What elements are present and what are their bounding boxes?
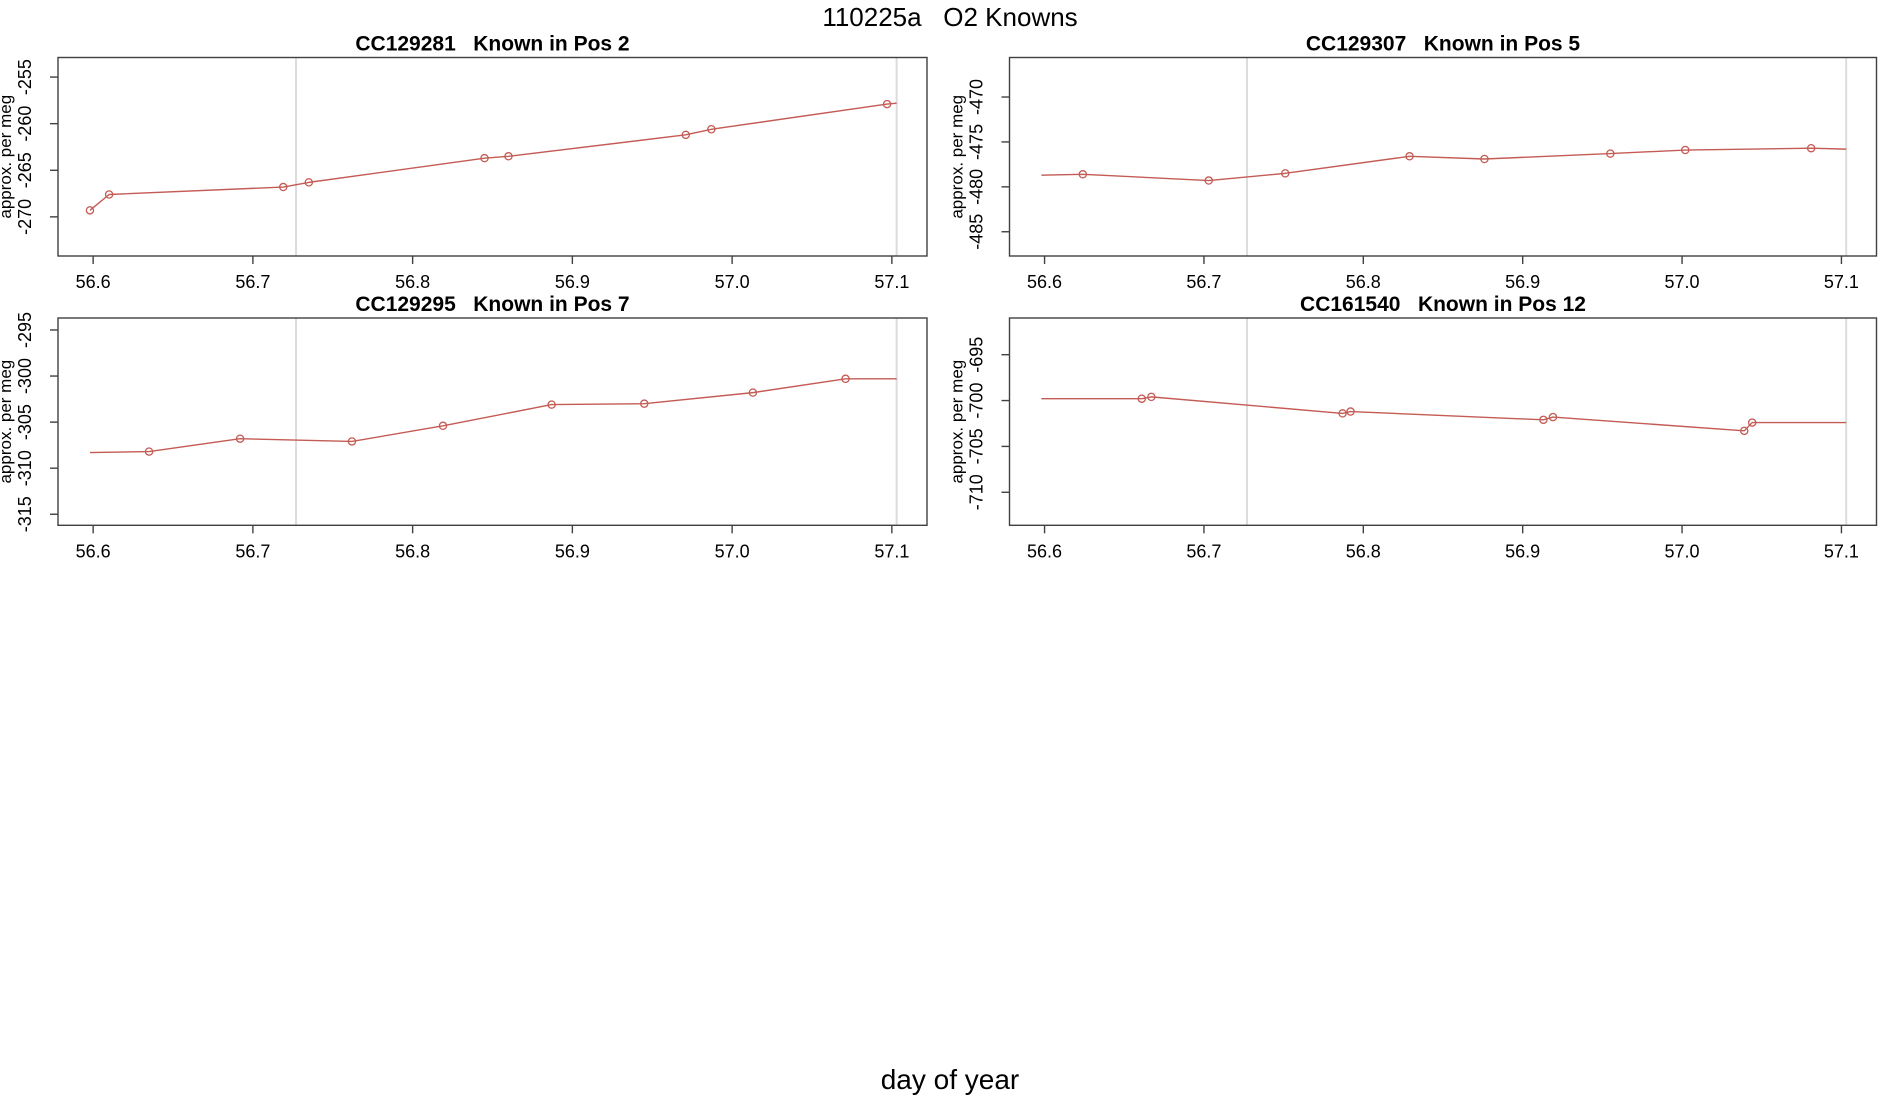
y-tick-label: -695 bbox=[967, 337, 987, 373]
x-tick-label: 57.0 bbox=[1665, 272, 1700, 292]
data-point bbox=[547, 400, 556, 409]
x-tick-label: 56.8 bbox=[1346, 272, 1381, 292]
x-tick-label: 56.9 bbox=[1505, 541, 1540, 561]
chart-panel: 56.6 56.7 56.8 56.9 57.0 57.1 -710 -705 -700 -695… bbox=[948, 293, 1878, 561]
data-line bbox=[89, 378, 897, 454]
y-tick-label: -265 bbox=[15, 152, 35, 188]
x-tick-label: 56.6 bbox=[76, 541, 111, 561]
x-tick-label: 57.0 bbox=[715, 541, 750, 561]
x-tick-label: 56.9 bbox=[1505, 272, 1540, 292]
y-tick-label: -305 bbox=[15, 404, 35, 440]
y-tick-label: -300 bbox=[15, 358, 35, 394]
x-tick-label: 56.7 bbox=[1186, 541, 1221, 561]
data-point bbox=[235, 434, 245, 443]
x-tick-label: 57.1 bbox=[874, 272, 909, 292]
data-point bbox=[1739, 426, 1749, 436]
x-axis-outer-label: day of year bbox=[880, 1064, 1020, 1095]
data-point bbox=[748, 388, 758, 397]
data-point bbox=[85, 206, 95, 215]
data-point bbox=[1539, 415, 1548, 425]
y-tick-label: -260 bbox=[15, 106, 35, 142]
plot-border bbox=[1008, 56, 1878, 257]
data-point bbox=[1480, 154, 1489, 164]
x-tick-label: 57.1 bbox=[1824, 541, 1859, 561]
panel-title: CC161540 Known in Pos 12 bbox=[1300, 293, 1586, 316]
data-point bbox=[1405, 152, 1414, 161]
y-tick-label: -480 bbox=[967, 169, 987, 205]
data-point bbox=[1747, 418, 1757, 427]
x-tick-label: 57.1 bbox=[1824, 272, 1859, 292]
data-point bbox=[1346, 407, 1355, 416]
y-axis-label: approx. per meg bbox=[0, 360, 15, 484]
panel-title: CC129295 Known in Pos 7 bbox=[355, 293, 629, 316]
y-tick-label: -485 bbox=[967, 214, 987, 250]
data-point bbox=[104, 190, 114, 199]
data-point bbox=[347, 437, 357, 446]
chart-panel: 56.6 56.7 56.8 56.9 57.0 57.1 -270 -265 -260 -255… bbox=[0, 33, 928, 292]
x-tick-label: 56.7 bbox=[235, 272, 270, 292]
y-tick-label: -475 bbox=[967, 124, 987, 160]
x-tick-label: 56.7 bbox=[1186, 272, 1221, 292]
data-point bbox=[1681, 145, 1690, 155]
x-tick-label: 56.6 bbox=[1027, 272, 1062, 292]
plot-border bbox=[57, 56, 928, 257]
y-tick-label: -270 bbox=[15, 199, 35, 235]
panel-title: CC129307 Known in Pos 5 bbox=[1306, 33, 1581, 56]
data-line bbox=[1041, 396, 1847, 432]
data-point bbox=[1338, 409, 1347, 418]
data-point bbox=[1280, 169, 1290, 178]
y-axis-label: approx. per meg bbox=[948, 360, 967, 484]
x-tick-label: 56.6 bbox=[1027, 541, 1062, 561]
figure-title: 110225a O2 Knowns bbox=[822, 2, 1078, 32]
data-point bbox=[144, 447, 154, 456]
y-tick-label: -295 bbox=[15, 312, 35, 348]
data-point bbox=[841, 374, 850, 384]
y-tick-label: -710 bbox=[967, 474, 987, 510]
x-tick-label: 56.9 bbox=[555, 541, 590, 561]
x-tick-label: 57.0 bbox=[1665, 541, 1700, 561]
y-axis-label: approx. per meg bbox=[948, 95, 967, 219]
y-tick-label: -700 bbox=[967, 383, 987, 419]
data-point bbox=[707, 125, 716, 134]
data-point bbox=[681, 130, 691, 140]
data-point bbox=[1204, 176, 1213, 185]
data-point bbox=[1806, 143, 1816, 153]
data-line bbox=[1041, 147, 1847, 182]
x-tick-label: 57.0 bbox=[715, 272, 750, 292]
y-tick-label: -315 bbox=[15, 496, 35, 532]
x-tick-label: 56.8 bbox=[395, 272, 430, 292]
x-tick-label: 56.9 bbox=[555, 272, 590, 292]
data-point bbox=[304, 178, 314, 187]
data-line bbox=[89, 102, 897, 211]
data-point bbox=[1137, 394, 1147, 403]
data-point bbox=[504, 152, 513, 161]
y-tick-label: -310 bbox=[15, 450, 35, 486]
plot-border bbox=[57, 317, 928, 527]
chart-panel: 56.6 56.7 56.8 56.9 57.0 57.1 -315 -310 -305 -300… bbox=[0, 293, 928, 561]
panel-title: CC129281 Known in Pos 2 bbox=[355, 33, 629, 56]
y-tick-label: -470 bbox=[967, 79, 987, 115]
x-tick-label: 56.8 bbox=[1346, 541, 1381, 561]
x-tick-label: 56.8 bbox=[395, 541, 430, 561]
y-axis-label: approx. per meg bbox=[0, 95, 15, 219]
plot-border bbox=[1008, 317, 1878, 527]
data-point bbox=[438, 421, 448, 431]
x-tick-label: 57.1 bbox=[874, 541, 909, 561]
data-point bbox=[1147, 392, 1156, 402]
chart-panel: 56.6 56.7 56.8 56.9 57.0 57.1 -485 -480 -475 -470… bbox=[948, 33, 1878, 292]
data-point bbox=[480, 153, 489, 163]
data-point bbox=[640, 399, 649, 408]
y-tick-label: -255 bbox=[15, 59, 35, 95]
x-tick-label: 56.6 bbox=[76, 272, 111, 292]
data-point bbox=[278, 182, 288, 192]
data-point bbox=[1606, 149, 1615, 158]
y-tick-label: -705 bbox=[967, 428, 987, 464]
data-point bbox=[1078, 170, 1088, 179]
data-point bbox=[882, 99, 892, 109]
x-tick-label: 56.7 bbox=[235, 541, 270, 561]
data-point bbox=[1548, 412, 1558, 422]
